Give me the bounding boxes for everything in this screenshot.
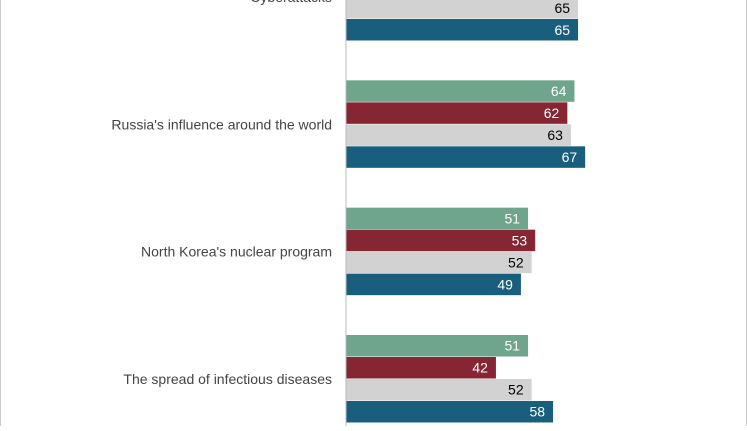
data-label: 64	[551, 83, 567, 99]
category-label: North Korea's nuclear program	[141, 244, 332, 260]
bar	[346, 334, 529, 357]
data-label: 67	[562, 149, 578, 165]
data-label: 51	[504, 210, 520, 226]
data-label: 52	[508, 254, 524, 270]
bar	[346, 400, 554, 423]
data-label: 52	[508, 382, 524, 398]
bar	[346, 146, 586, 168]
bar	[346, 80, 575, 102]
bar	[346, 378, 532, 401]
data-label: 63	[547, 127, 563, 143]
bar	[346, 124, 571, 146]
data-label: 58	[529, 404, 545, 420]
data-label: 51	[504, 338, 520, 354]
bar	[346, 19, 579, 41]
data-label: 62	[544, 105, 560, 121]
category-label: The spread of infectious diseases	[123, 371, 332, 387]
bar	[346, 273, 521, 296]
bar	[346, 251, 532, 274]
data-label: 53	[512, 232, 528, 248]
category-label: Russia's influence around the world	[111, 116, 332, 132]
bar	[346, 229, 536, 252]
bar	[346, 356, 496, 379]
data-label: 49	[497, 276, 513, 292]
category-label: Cyberattacks	[250, 0, 332, 5]
data-label: 42	[472, 360, 488, 376]
bar	[346, 102, 568, 124]
bar	[346, 207, 529, 230]
bar	[346, 0, 579, 19]
data-label: 65	[554, 22, 570, 38]
data-label: 65	[554, 0, 570, 16]
